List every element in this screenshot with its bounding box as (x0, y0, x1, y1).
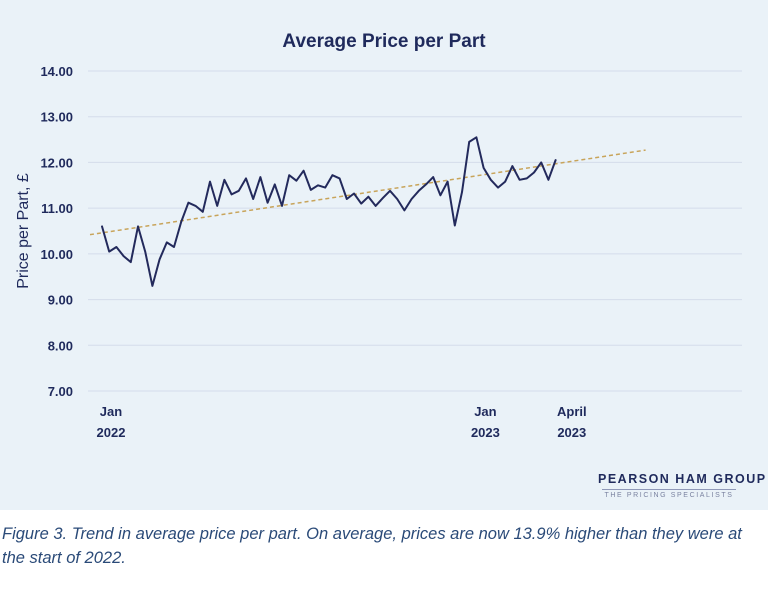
chart-title: Average Price per Part (282, 31, 486, 52)
brand-tagline: THE PRICING SPECIALISTS (604, 492, 734, 499)
brand-logo: PEARSON HAM GROUP THE PRICING SPECIALIST… (598, 472, 767, 499)
x-tick-labels: Jan 2022 Jan 2023 April 2023 (97, 404, 587, 440)
series-line (101, 136, 557, 287)
y-tick-labels: 14.00 13.00 12.00 11.00 10.00 9.00 8.00 7.00 (40, 64, 73, 399)
y-tick-label: 11.00 (41, 201, 73, 216)
y-tick-label: 8.00 (48, 338, 73, 353)
x-tick-label: 2023 (557, 425, 586, 440)
x-tick-label: Jan (100, 404, 122, 419)
y-tick-label: 14.00 (40, 64, 73, 79)
y-tick-label: 10.00 (40, 247, 73, 262)
x-tick-label: Jan (474, 404, 496, 419)
y-tick-label: 7.00 (48, 384, 73, 399)
brand-name: PEARSON HAM GROUP (598, 472, 767, 486)
brand-divider (602, 489, 736, 490)
y-axis-label: Price per Part, £ (15, 173, 32, 289)
y-tick-label: 9.00 (48, 293, 73, 308)
x-tick-label: 2022 (97, 425, 126, 440)
figure-caption: Figure 3. Trend in average price per par… (2, 525, 742, 567)
y-tick-label: 13.00 (40, 110, 73, 125)
chart-panel: 14.00 13.00 12.00 11.00 10.00 9.00 8.00 7.00 Ja… (0, 0, 768, 510)
y-tick-label: 12.00 (40, 155, 73, 170)
line-chart: 14.00 13.00 12.00 11.00 10.00 9.00 8.00 7.00 Ja… (40, 64, 742, 440)
x-tick-label: April (557, 404, 587, 419)
x-tick-label: 2023 (471, 425, 500, 440)
grid-layer (88, 70, 742, 392)
line-layer (101, 136, 557, 287)
